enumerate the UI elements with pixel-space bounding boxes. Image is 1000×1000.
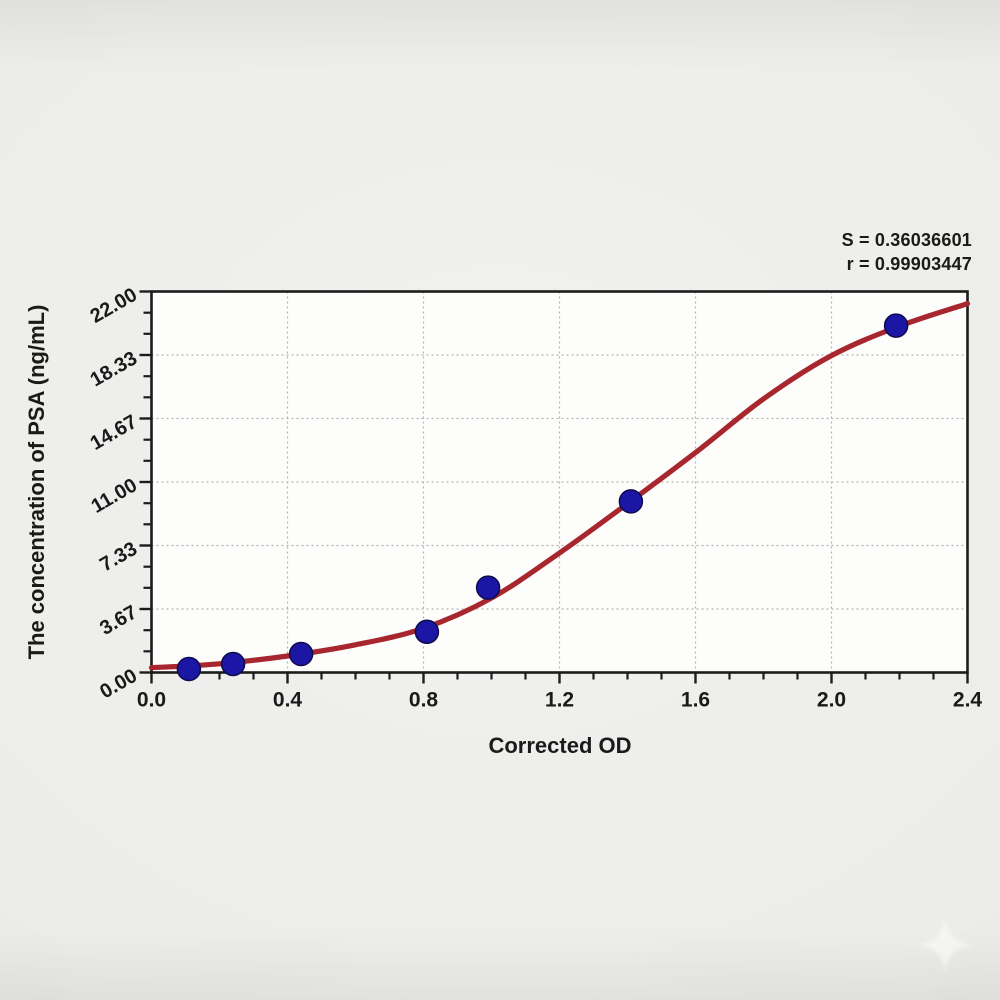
data-point — [475, 575, 501, 600]
fit-curve — [148, 301, 971, 671]
y-tick-label: 22.00 — [87, 284, 141, 328]
sparkle-star-watermark-icon — [917, 917, 973, 973]
y-tick-label: 11.00 — [88, 474, 141, 518]
x-tick-label: 2.4 — [953, 689, 983, 712]
data-point — [618, 489, 644, 514]
fit-r-value: r = 0.99903447 — [846, 254, 972, 274]
data-point — [414, 619, 440, 645]
x-tick-label: 1.6 — [681, 689, 710, 712]
x-tick-label: 0.4 — [273, 689, 303, 712]
y-tick-label: 3.67 — [96, 601, 141, 640]
y-tick-label: 7.33 — [96, 538, 141, 577]
data-point — [176, 656, 202, 682]
y-tick-label: 0.00 — [96, 665, 141, 704]
data-point — [288, 641, 314, 667]
x-axis-title: Corrected OD — [488, 733, 632, 758]
x-tick-label: 2.0 — [817, 689, 846, 712]
plot-frame — [150, 290, 969, 674]
fit-statistics: S = 0.36036601 r = 0.99903447 — [842, 228, 972, 276]
fit-s-value: S = 0.36036601 — [841, 230, 972, 250]
data-point — [883, 313, 909, 338]
x-tick-label: 0.8 — [409, 689, 439, 712]
y-tick-label: 18.33 — [87, 347, 141, 391]
x-tick-label: 1.2 — [545, 689, 574, 712]
y-tick-label: 14.67 — [87, 411, 141, 455]
x-tick-label: 0.0 — [137, 689, 166, 712]
data-point — [220, 651, 246, 677]
